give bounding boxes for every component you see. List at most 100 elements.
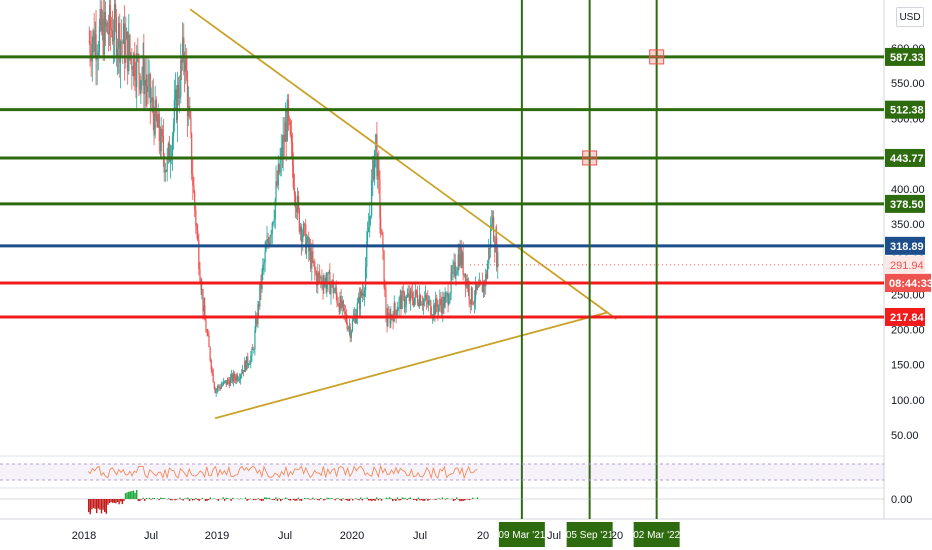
candle-body	[130, 53, 132, 56]
macd-bar	[224, 499, 226, 501]
candle-body	[118, 23, 120, 49]
candle-body	[308, 248, 311, 252]
macd-bar	[419, 499, 421, 501]
candle-body	[263, 262, 265, 265]
candle-body	[472, 303, 474, 305]
candle-body	[434, 304, 436, 315]
candle-body	[217, 385, 219, 389]
candlestick-series	[88, 0, 499, 397]
price-level-tag	[885, 148, 925, 167]
candle-body	[135, 80, 137, 88]
candle-body	[157, 113, 159, 128]
candle-body	[215, 389, 217, 393]
date-tag-label: 02 Mar '22	[633, 530, 680, 541]
candle-body	[333, 290, 335, 293]
candle-body	[439, 299, 441, 306]
macd-bar	[446, 497, 448, 499]
macd-bar	[376, 497, 378, 499]
candle-body	[293, 187, 296, 195]
candle-body	[202, 289, 204, 312]
candle-body	[250, 355, 252, 364]
candle-body	[98, 26, 101, 52]
candle-body	[208, 335, 210, 347]
candle-body	[289, 121, 291, 135]
candle-body	[302, 235, 304, 242]
candle-body	[294, 194, 297, 208]
x-tick-label: 2020	[340, 530, 364, 542]
macd-bar	[113, 499, 115, 503]
candle-body	[341, 300, 343, 309]
macd-bar	[190, 498, 192, 499]
candle-body	[415, 290, 418, 295]
macd-bar	[278, 498, 280, 499]
macd-bar	[300, 499, 303, 501]
candle-body	[210, 360, 212, 370]
candle-body	[423, 299, 425, 306]
candle-body	[414, 290, 416, 298]
macd-bar	[104, 499, 106, 512]
macd-bar	[201, 497, 203, 499]
macd-bar	[307, 498, 309, 499]
macd-bar	[214, 498, 216, 499]
candle-body	[119, 23, 121, 63]
macd-bar	[320, 497, 322, 499]
macd-bar	[284, 497, 287, 499]
candle-body	[348, 326, 351, 328]
candle-body	[316, 273, 318, 286]
macd-bar	[441, 497, 443, 499]
candle-body	[332, 280, 334, 293]
candle-body	[451, 272, 453, 274]
candle-body	[396, 311, 398, 316]
macd-bar	[107, 499, 109, 505]
candle-body	[424, 298, 426, 300]
macd-bar	[296, 499, 298, 501]
macd-bar	[280, 499, 282, 502]
candle-body	[148, 74, 150, 80]
candle-body	[321, 277, 323, 285]
candle-body	[169, 158, 172, 162]
countdown-label: 08:44:33	[889, 278, 932, 290]
macd-bar	[305, 498, 307, 499]
macd-bar	[121, 499, 123, 505]
candle-body	[455, 274, 457, 277]
candle-body	[151, 97, 153, 102]
x-tick-label: Jul	[144, 530, 158, 542]
candle-body	[390, 314, 392, 324]
y-tick-label: 550.00	[891, 78, 925, 90]
currency-button[interactable]: USD	[896, 7, 924, 27]
candle-body	[234, 378, 236, 381]
macd-bar	[312, 497, 314, 499]
candle-body	[405, 296, 407, 305]
candle-body	[225, 380, 227, 385]
macd-bar	[99, 499, 101, 510]
macd-bar	[136, 489, 138, 499]
candle-body	[347, 327, 349, 330]
macd-bar	[316, 499, 319, 500]
candle-body	[354, 314, 357, 323]
macd-bar	[380, 499, 383, 501]
macd-bar	[262, 499, 264, 501]
macd-bar	[340, 499, 343, 501]
candle-body	[139, 74, 141, 90]
x-tick-label: Jul	[413, 530, 427, 542]
candle-body	[330, 284, 332, 295]
candle-body	[365, 266, 367, 291]
candle-body	[302, 223, 305, 236]
macd-bar	[182, 499, 184, 501]
candle-body	[147, 79, 149, 92]
candle-body	[270, 233, 272, 238]
macd-bar	[358, 499, 360, 501]
date-price-markers	[582, 49, 665, 166]
x-tick-label: 20	[477, 530, 489, 542]
candle-body	[369, 215, 372, 217]
macd-bar	[209, 497, 211, 499]
macd-bar	[356, 499, 359, 500]
candle-body	[355, 315, 358, 323]
macd-bar	[131, 491, 133, 499]
macd-bar	[265, 497, 267, 499]
macd-bar	[467, 499, 469, 500]
macd-bar	[318, 499, 320, 501]
candle-body	[363, 290, 366, 297]
candle-body	[109, 4, 111, 35]
